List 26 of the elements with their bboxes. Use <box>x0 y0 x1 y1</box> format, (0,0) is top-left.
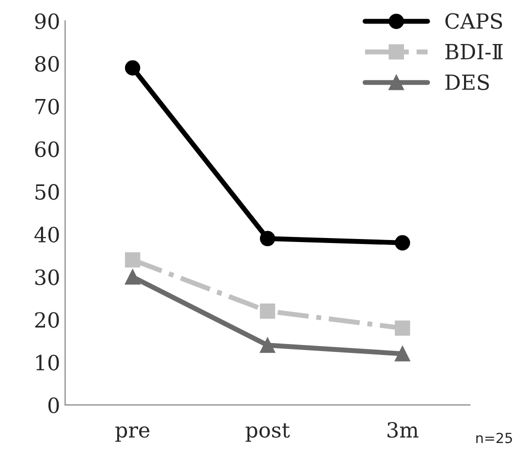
text: n=25 <box>476 432 512 444</box>
y-tick-label: 80 <box>35 56 59 72</box>
y-tick-label: 10 <box>36 354 59 370</box>
point <box>260 230 276 246</box>
legend-label: DES <box>445 74 489 90</box>
point <box>260 303 276 319</box>
point <box>124 252 140 268</box>
y-tick-label: 30 <box>35 269 59 286</box>
point <box>260 338 276 353</box>
point <box>394 235 410 250</box>
y-tick-label: 40 <box>34 226 59 242</box>
y-tick-label: 90 <box>35 13 59 30</box>
y-tick-label: 70 <box>36 98 59 114</box>
point <box>394 346 410 362</box>
point <box>124 60 140 76</box>
y-tick-label: 20 <box>35 312 59 328</box>
x-tick-label: post <box>246 423 290 442</box>
point <box>394 320 410 336</box>
x-tick-label: 3m <box>388 422 418 438</box>
y-tick-label: 60 <box>35 141 59 158</box>
y-tick-label: 0 <box>48 397 59 414</box>
point <box>124 269 140 285</box>
x-tick-label: pre <box>115 426 150 442</box>
y-tick-label: 50 <box>36 184 59 200</box>
legend-label: BDI-Ⅱ <box>445 44 503 60</box>
legend-label: CAPS <box>445 13 502 29</box>
